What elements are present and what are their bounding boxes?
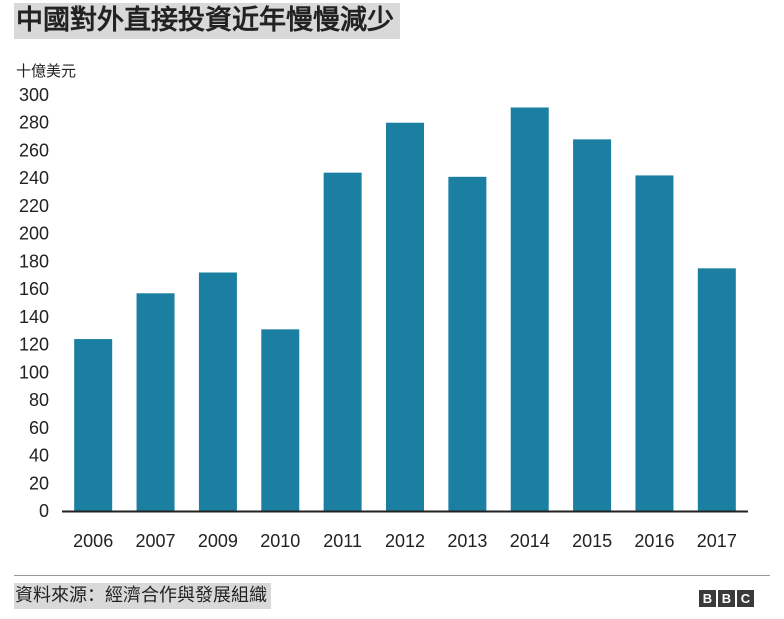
x-tick-label: 2007 — [136, 531, 176, 551]
y-tick-label: 160 — [19, 279, 49, 299]
bar-2010 — [261, 329, 300, 511]
bar-2012 — [386, 122, 424, 511]
x-tick-label: 2016 — [634, 531, 674, 551]
logo-letter: B — [718, 590, 735, 607]
y-tick-label: 20 — [29, 473, 49, 493]
bar-2007 — [136, 293, 175, 511]
y-tick-label: 140 — [19, 307, 49, 327]
x-tick-label: 2013 — [447, 531, 487, 551]
bar-2009 — [198, 272, 237, 511]
y-axis-unit-label: 十億美元 — [16, 62, 77, 80]
y-tick-label: 100 — [19, 362, 49, 382]
y-tick-label: 240 — [19, 168, 49, 188]
y-tick-label: 40 — [29, 446, 49, 466]
x-tick-label: 2010 — [260, 531, 300, 551]
y-tick-label: 60 — [29, 418, 49, 438]
x-tick-label: 2011 — [323, 531, 362, 551]
bar-2014 — [510, 107, 549, 511]
y-tick-label: 80 — [29, 390, 49, 410]
y-tick-label: 180 — [19, 251, 49, 271]
bar-2016 — [635, 175, 674, 511]
bar-2017 — [697, 268, 736, 511]
y-tick-label: 300 — [19, 85, 49, 105]
y-tick-label: 280 — [19, 113, 49, 133]
x-tick-label: 2015 — [572, 531, 612, 551]
x-tick-label: 2012 — [385, 531, 425, 551]
y-tick-label: 0 — [39, 501, 49, 521]
x-tick-label: 2014 — [510, 531, 550, 551]
y-tick-label: 220 — [19, 196, 49, 216]
y-tick-label: 200 — [19, 224, 49, 244]
bbc-logo: B B C — [699, 590, 754, 607]
y-tick-label: 120 — [19, 335, 49, 355]
x-tick-label: 2017 — [697, 531, 737, 551]
x-tick-label: 2009 — [198, 531, 238, 551]
bar-2006 — [74, 339, 113, 511]
bar-2015 — [573, 139, 612, 511]
source-note: 資料來源：經濟合作與發展組織 — [14, 583, 271, 609]
y-tick-label: 260 — [19, 140, 49, 160]
footer-divider — [14, 575, 770, 576]
chart-title: 中國對外直接投資近年慢慢減少 — [14, 3, 400, 39]
x-tick-label: 2006 — [73, 531, 113, 551]
logo-letter: B — [699, 590, 716, 607]
bar-2011 — [323, 172, 362, 512]
logo-letter: C — [737, 590, 754, 607]
bar-2013 — [448, 176, 487, 511]
